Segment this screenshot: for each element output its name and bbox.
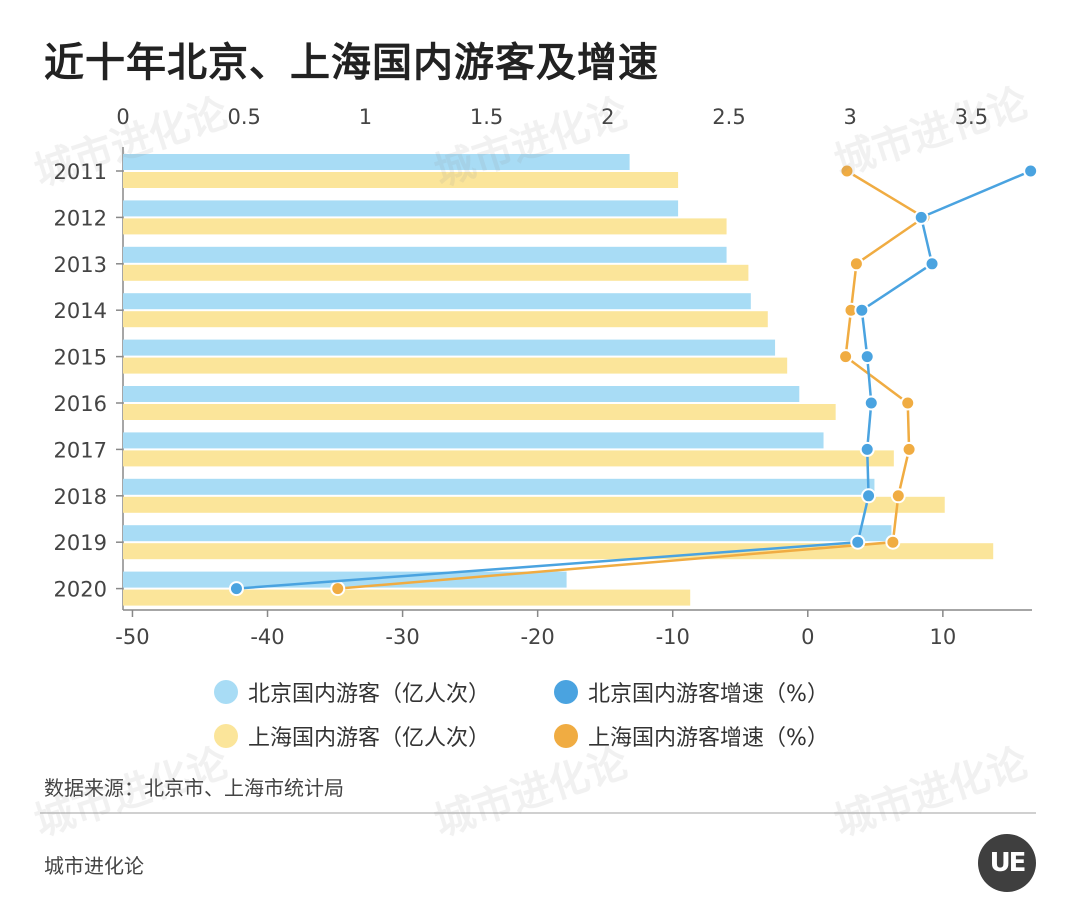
top-axis-tick-label: 2 <box>601 105 614 129</box>
bar-beijing-visitors <box>123 154 630 170</box>
y-axis-tick-label: 2018 <box>54 485 107 509</box>
beijing-growth-point <box>854 302 870 318</box>
bottom-axis-tick-label: 10 <box>929 625 956 649</box>
y-axis-tick-label: 2016 <box>54 392 107 416</box>
bottom-axis-tick-label: -20 <box>520 625 554 649</box>
bar-shanghai-visitors <box>123 311 768 328</box>
bar-shanghai-visitors <box>123 404 836 420</box>
bar-beijing-visitors <box>123 386 800 402</box>
legend-label: 上海国内游客增速（%） <box>588 726 829 751</box>
beijing-growth-point <box>859 349 875 365</box>
legend-item-shanghai-growth: 上海国内游客增速（%） <box>554 720 894 752</box>
y-axis-tick-label: 2014 <box>54 299 107 323</box>
beijing-growth-point <box>859 441 875 457</box>
top-axis-tick-label: 1.5 <box>470 105 503 129</box>
legend-swatch-shanghai-growth <box>554 724 578 748</box>
data-source-note: 数据来源：北京市、上海市统计局 <box>44 776 344 800</box>
beijing-growth-point <box>913 209 929 225</box>
top-axis-tick-label: 1 <box>359 105 372 129</box>
shanghai-growth-point <box>901 441 917 457</box>
bar-shanghai-visitors <box>123 172 679 188</box>
legend-swatch-shanghai-visitors <box>214 724 238 748</box>
shanghai-growth-point <box>900 395 916 411</box>
brand-name: 城市进化论 <box>44 854 144 878</box>
legend-label: 北京国内游客（亿人次） <box>248 682 491 707</box>
bar-beijing-visitors <box>123 293 751 310</box>
bottom-axis-tick-label: -50 <box>115 625 149 649</box>
beijing-growth-point <box>850 534 866 550</box>
top-axis-tick-label: 0 <box>116 105 129 129</box>
shanghai-growth-point <box>330 581 346 597</box>
bar-beijing-visitors <box>123 478 875 495</box>
bar-shanghai-visitors <box>123 218 727 235</box>
shanghai-growth-point <box>848 256 864 272</box>
top-axis-tick-label: 3 <box>844 105 857 129</box>
legend-label: 上海国内游客（亿人次） <box>248 726 491 751</box>
bottom-axis-tick-label: 0 <box>801 625 814 649</box>
beijing-growth-point <box>1023 163 1039 179</box>
beijing-growth-point <box>228 581 244 597</box>
y-axis-tick-label: 2020 <box>54 578 107 602</box>
bar-beijing-visitors <box>123 200 679 217</box>
brand-logo: UE <box>978 834 1036 892</box>
shanghai-growth-point <box>838 349 854 365</box>
shanghai-growth-point <box>885 534 901 550</box>
legend-item-beijing-visitors: 北京国内游客（亿人次） <box>214 676 554 708</box>
beijing-growth-line <box>236 169 1032 590</box>
y-axis-tick-label: 2017 <box>54 438 107 462</box>
top-axis-tick-label: 2.5 <box>712 105 745 129</box>
bar-beijing-visitors <box>123 432 824 449</box>
legend: 北京国内游客（亿人次） 北京国内游客增速（%） 上海国内游客（亿人次） 上海国内… <box>214 676 894 752</box>
top-axis-tick-label: 0.5 <box>227 105 260 129</box>
legend-swatch-beijing-growth <box>554 680 578 704</box>
y-axis-tick-label: 2013 <box>54 253 107 277</box>
bar-shanghai-visitors <box>123 589 691 606</box>
bottom-axis-tick-label: -10 <box>656 625 690 649</box>
legend-item-beijing-growth: 北京国内游客增速（%） <box>554 676 894 708</box>
footer-divider <box>40 812 1036 814</box>
bar-beijing-visitors <box>123 339 776 356</box>
legend-item-shanghai-visitors: 上海国内游客（亿人次） <box>214 720 554 752</box>
bar-beijing-visitors <box>123 246 727 263</box>
y-axis-tick-label: 2015 <box>54 346 107 370</box>
shanghai-growth-line <box>337 169 926 590</box>
beijing-growth-point <box>861 488 877 504</box>
legend-label: 北京国内游客增速（%） <box>588 682 829 707</box>
y-axis-tick-label: 2012 <box>54 206 107 230</box>
y-axis-tick-label: 2011 <box>54 160 107 184</box>
beijing-growth-point <box>863 395 879 411</box>
chart-title: 近十年北京、上海国内游客及增速 <box>44 40 659 86</box>
bar-shanghai-visitors <box>123 496 945 513</box>
y-axis-tick-label: 2019 <box>54 531 107 555</box>
shanghai-growth-point <box>890 488 906 504</box>
bottom-axis-tick-label: -40 <box>250 625 284 649</box>
beijing-growth-point <box>924 256 940 272</box>
bar-shanghai-visitors <box>123 264 749 281</box>
bar-shanghai-visitors <box>123 357 788 374</box>
legend-swatch-beijing-visitors <box>214 680 238 704</box>
bar-beijing-visitors <box>123 525 892 542</box>
top-axis-tick-label: 3.5 <box>955 105 988 129</box>
shanghai-growth-point <box>839 163 855 179</box>
bar-shanghai-visitors <box>123 450 894 467</box>
bottom-axis-tick-label: -30 <box>385 625 419 649</box>
